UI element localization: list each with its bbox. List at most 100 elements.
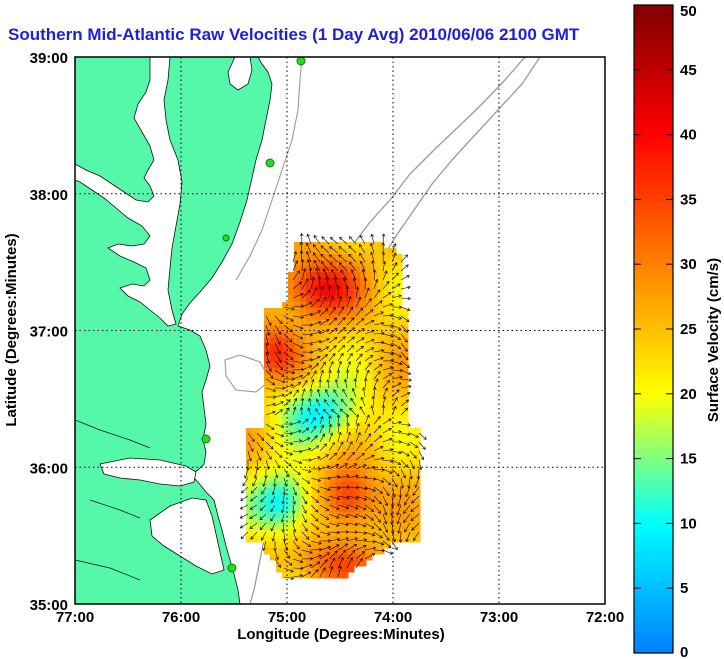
velocity-cell bbox=[390, 278, 397, 285]
albemarle-sound bbox=[99, 457, 197, 487]
velocity-cell bbox=[408, 500, 415, 507]
velocity-cell bbox=[372, 368, 379, 375]
velocity-arrow-head bbox=[271, 538, 276, 542]
velocity-arrow-head bbox=[320, 424, 325, 428]
velocity-arrow-head bbox=[371, 395, 375, 400]
velocity-cell bbox=[300, 572, 307, 579]
velocity-arrow bbox=[391, 333, 401, 340]
velocity-arrow-head bbox=[388, 373, 393, 377]
velocity-cell bbox=[366, 272, 373, 279]
velocity-arrow-head bbox=[278, 331, 282, 335]
velocity-cell bbox=[342, 320, 349, 327]
velocity-cell bbox=[294, 380, 301, 387]
velocity-arrow-head bbox=[246, 467, 250, 471]
velocity-cell bbox=[378, 422, 385, 429]
velocity-arrow-head bbox=[360, 260, 364, 265]
velocity-cell bbox=[414, 488, 421, 495]
velocity-arrow bbox=[373, 349, 384, 353]
velocity-cell bbox=[330, 326, 337, 333]
velocity-arrow bbox=[337, 537, 349, 542]
velocity-cell bbox=[384, 464, 391, 471]
velocity-arrow-head bbox=[347, 431, 351, 436]
velocity-arrow-head bbox=[404, 528, 408, 533]
velocity-arrow-head bbox=[353, 543, 358, 548]
velocity-arrow-head bbox=[350, 397, 354, 402]
velocity-cell bbox=[288, 446, 295, 453]
velocity-cell bbox=[312, 374, 319, 381]
velocity-arrow-head bbox=[299, 232, 304, 237]
velocity-arrow-head bbox=[345, 522, 349, 527]
velocity-arrow bbox=[382, 292, 392, 299]
velocity-cell bbox=[318, 500, 325, 507]
velocity-cell bbox=[414, 494, 421, 501]
velocity-arrow bbox=[382, 468, 393, 474]
velocity-cell bbox=[348, 278, 355, 285]
velocity-arrow bbox=[328, 452, 337, 461]
velocity-arrow bbox=[331, 269, 339, 281]
velocity-arrow-head bbox=[380, 479, 385, 483]
velocity-cell bbox=[318, 356, 325, 363]
velocity-cell bbox=[336, 272, 343, 279]
velocity-cell bbox=[402, 464, 409, 471]
velocity-cell bbox=[276, 380, 283, 387]
velocity-arrow bbox=[240, 522, 249, 529]
velocity-arrow bbox=[382, 540, 392, 548]
velocity-arrow-head bbox=[397, 503, 401, 507]
velocity-cell bbox=[342, 338, 349, 345]
velocity-cell bbox=[318, 440, 325, 447]
velocity-cell bbox=[402, 398, 409, 405]
velocity-arrow-head bbox=[329, 432, 334, 436]
velocity-cell bbox=[396, 260, 403, 267]
velocity-arrow-head bbox=[405, 318, 410, 322]
velocity-arrow-head bbox=[322, 361, 326, 366]
velocity-arrow bbox=[265, 324, 270, 336]
velocity-arrow-head bbox=[377, 519, 381, 523]
velocity-arrow-head bbox=[307, 289, 311, 294]
velocity-arrow-head bbox=[299, 250, 304, 254]
station-marker bbox=[265, 158, 275, 168]
velocity-cell bbox=[288, 566, 295, 573]
velocity-arrow-head bbox=[404, 339, 408, 343]
velocity-arrow-head bbox=[268, 368, 272, 372]
velocity-arrow-head bbox=[299, 241, 303, 246]
velocity-cell bbox=[396, 476, 403, 483]
velocity-arrow bbox=[373, 457, 385, 461]
velocity-cell bbox=[378, 356, 385, 363]
velocity-cell bbox=[264, 374, 271, 381]
velocity-cell bbox=[294, 266, 301, 273]
y-tick-label: 39:00 bbox=[30, 50, 68, 67]
velocity-arrow-head bbox=[239, 525, 244, 529]
velocity-cell bbox=[378, 386, 385, 393]
velocity-arrow bbox=[354, 277, 357, 290]
velocity-arrow bbox=[382, 366, 393, 371]
velocity-arrow bbox=[274, 409, 283, 416]
velocity-cell bbox=[366, 470, 373, 477]
velocity-cell bbox=[360, 482, 367, 489]
velocity-cell bbox=[318, 518, 325, 525]
velocity-arrow bbox=[346, 306, 354, 317]
velocity-arrow-head bbox=[372, 465, 377, 470]
velocity-cell bbox=[300, 386, 307, 393]
velocity-arrow bbox=[391, 540, 398, 550]
velocity-cell bbox=[366, 488, 373, 495]
velocity-arrow bbox=[319, 370, 324, 380]
velocity-cell bbox=[348, 320, 355, 327]
velocity-cell bbox=[372, 242, 379, 249]
velocity-cell bbox=[378, 494, 385, 501]
velocity-cell bbox=[396, 536, 403, 543]
velocity-cell bbox=[402, 386, 409, 393]
velocity-cell bbox=[384, 368, 391, 375]
velocity-arrow-head bbox=[408, 384, 412, 389]
velocity-cell bbox=[354, 392, 361, 399]
velocity-arrow bbox=[319, 424, 324, 434]
velocity-arrow-head bbox=[407, 485, 411, 489]
velocity-arrow bbox=[391, 431, 402, 434]
velocity-arrow bbox=[300, 250, 303, 263]
velocity-cell bbox=[354, 428, 361, 435]
velocity-arrow bbox=[338, 254, 348, 263]
velocity-arrow bbox=[316, 267, 321, 281]
velocity-cell bbox=[396, 314, 403, 321]
velocity-arrow-head bbox=[387, 292, 392, 296]
velocity-cell bbox=[282, 356, 289, 363]
velocity-arrow bbox=[412, 486, 420, 496]
